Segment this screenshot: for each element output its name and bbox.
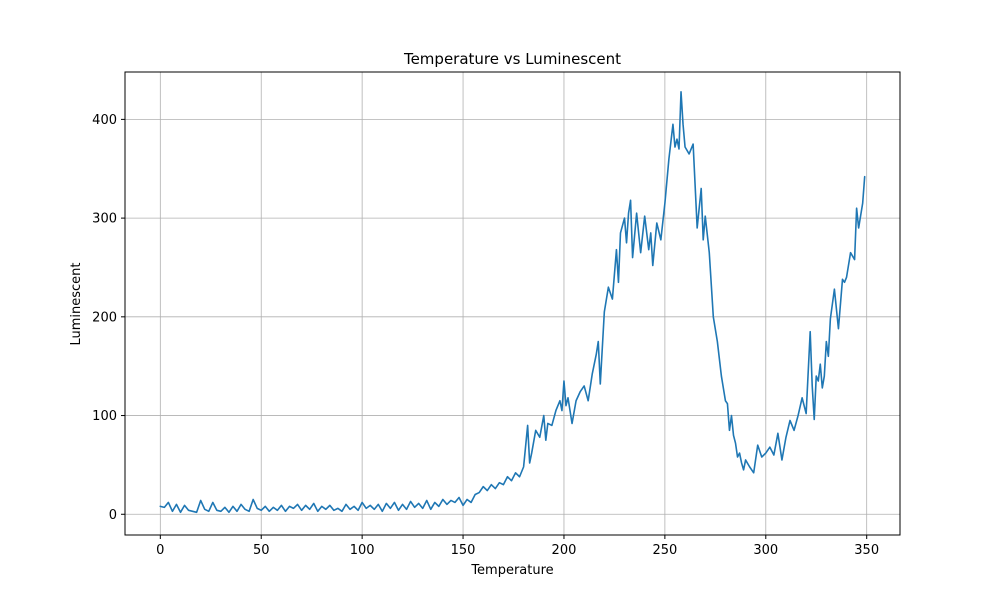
x-tick-label: 0 [156,543,164,558]
x-axis-ticks: 0 50 100 150 200 250 300 350 [156,535,879,558]
chart-title: Temperature vs Luminescent [403,50,621,68]
x-tick-label: 150 [451,543,476,558]
plot-frame [124,71,901,536]
x-tick-label: 300 [753,543,778,558]
grid-lines [125,72,900,535]
x-tick-label: 350 [854,543,879,558]
series-group [159,90,866,514]
y-tick-label: 0 [109,508,117,523]
y-axis-ticks: 0 100 200 300 400 [92,113,125,523]
x-tick-label: 50 [253,543,270,558]
y-tick-label: 300 [92,212,117,227]
x-axis-title: Temperature [470,563,553,578]
y-tick-label: 100 [92,409,117,424]
y-tick-label: 400 [92,113,117,128]
y-tick-label: 200 [92,310,117,325]
x-tick-label: 200 [552,543,577,558]
x-tick-label: 250 [652,543,677,558]
series-line [159,90,866,514]
x-tick-label: 100 [350,543,375,558]
y-axis-title: Luminescent [69,262,84,345]
